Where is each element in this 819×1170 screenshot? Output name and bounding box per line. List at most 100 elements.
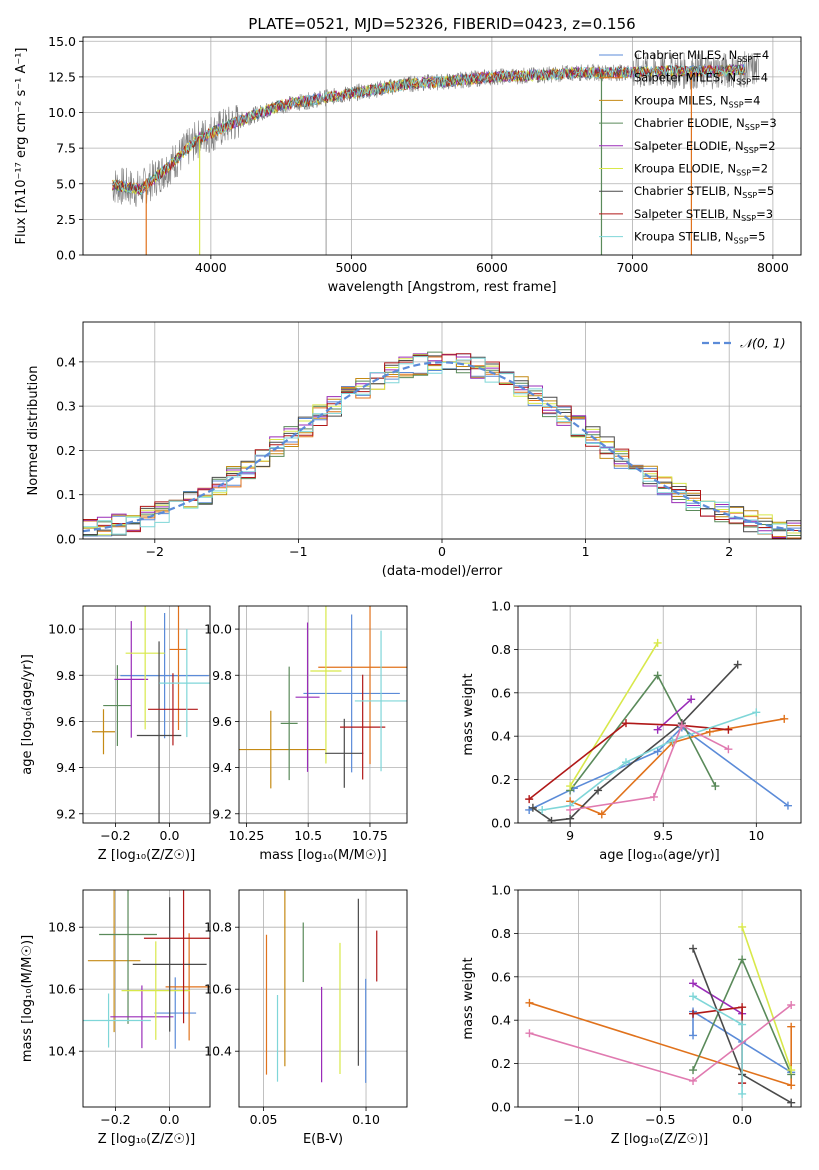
- legend-entry: Kroupa MILES, NSSP=4: [634, 93, 760, 109]
- y-tick-label: 0.2: [491, 1056, 511, 1071]
- y-tick-label: 0.4: [491, 1013, 511, 1028]
- axes-frame: [82, 605, 211, 824]
- weight-point-marker: [738, 922, 747, 931]
- y-tick-label: 10.6: [204, 982, 232, 997]
- weight-point-marker: [689, 1031, 698, 1040]
- x-tick-label: −1: [289, 544, 307, 559]
- weight-point-marker: [724, 745, 733, 754]
- plot-area: [91, 606, 210, 823]
- legend-entry: Chabrier MILES, NSSP=4: [634, 48, 769, 64]
- plot-area: [239, 606, 407, 789]
- plot-area: [525, 638, 792, 823]
- x-tick-label: 5000: [335, 260, 367, 275]
- legend-entry: Salpeter STELIB, NSSP=3: [634, 207, 773, 223]
- weight-point-marker: [566, 814, 575, 823]
- y-tick-label: 10.4: [48, 1044, 76, 1059]
- plot-area: [265, 890, 378, 1083]
- x-axis-label: mass [log₁₀(M/M☉)]: [259, 848, 386, 863]
- weight-series-line: [532, 664, 739, 822]
- x-tick-label: 10.5: [294, 828, 322, 843]
- weight-series-line: [692, 1010, 792, 1073]
- y-tick-label: 0.1: [56, 487, 76, 502]
- weight-series-line: [741, 926, 792, 1071]
- panel-residual-histogram: 𝒩(0, 1) −2 −1 0 1 2 0.0 0.1 0.2 0.3 0.4 (data-model…: [26, 321, 802, 579]
- axes-frame: [517, 605, 802, 824]
- x-tick-label: 0.0: [160, 1112, 180, 1127]
- weight-point-marker: [705, 727, 714, 736]
- x-axis-label: E(B-V): [303, 1132, 343, 1147]
- x-tick-label: 10.75: [352, 828, 388, 843]
- y-axis-label: mass weight: [461, 957, 476, 1039]
- x-axis-label: (data-model)/error: [382, 564, 503, 579]
- y-tick-label: 0.6: [491, 685, 511, 700]
- x-tick-label: 0.0: [732, 1112, 752, 1127]
- y-tick-label: 9.4: [212, 760, 232, 775]
- weight-series-line: [692, 982, 743, 1015]
- weight-point-marker: [597, 810, 606, 819]
- weight-point-marker: [787, 1066, 796, 1075]
- legend-entry: Chabrier ELODIE, NSSP=3: [634, 116, 777, 132]
- y-tick-label: 10.0: [48, 622, 76, 637]
- y-tick-label: 9.8: [56, 668, 76, 683]
- x-tick-label: −0.2: [100, 828, 130, 843]
- histogram-legend: 𝒩(0, 1): [702, 336, 786, 351]
- x-tick-label: −0.2: [100, 1112, 130, 1127]
- weight-point-marker: [689, 1076, 698, 1085]
- weight-point-marker: [689, 944, 698, 953]
- x-tick-label: 10.25: [229, 828, 265, 843]
- y-tick-label: 1.0: [491, 599, 511, 614]
- weight-point-marker: [752, 708, 761, 717]
- panel-spectrum: Chabrier MILES, NSSP=4 Salpeter MILES, NS…: [14, 34, 802, 295]
- plot-area: [83, 890, 210, 1049]
- weight-point-marker: [621, 758, 630, 767]
- x-tick-label: 0.10: [352, 1112, 380, 1127]
- weight-series-line: [528, 722, 729, 800]
- x-axis-label: Z [log₁₀(Z/Z☉)]: [98, 848, 195, 863]
- x-tick-label: 0.0: [160, 828, 180, 843]
- y-tick-label: 0.2: [491, 772, 511, 787]
- weight-point-marker: [653, 638, 662, 647]
- y-tick-label: 10.0: [48, 105, 76, 120]
- weight-point-marker: [689, 979, 698, 988]
- plot-area: [525, 922, 796, 1107]
- weight-point-marker: [738, 955, 747, 964]
- weight-series-line: [692, 995, 743, 1094]
- panel-mass-vs-age: 10.25 10.5 10.75 9.2 9.4 9.6 9.8 10.0 mass [log₁…: [204, 605, 408, 863]
- y-tick-label: 12.5: [48, 69, 76, 84]
- y-tick-label: 10.8: [204, 920, 232, 935]
- weight-point-marker: [689, 1066, 698, 1075]
- plot-area: [112, 37, 759, 255]
- y-tick-label: 7.5: [56, 141, 76, 156]
- weight-point-marker: [525, 795, 534, 804]
- y-tick-label: 9.4: [56, 760, 76, 775]
- x-tick-label: 9: [566, 828, 574, 843]
- legend-entry: Kroupa ELODIE, NSSP=2: [634, 162, 768, 178]
- y-tick-label: 1.0: [491, 883, 511, 898]
- weight-point-marker: [783, 801, 792, 810]
- y-tick-label: 9.6: [56, 714, 76, 729]
- weight-point-marker: [780, 714, 789, 723]
- x-tick-label: 0: [438, 544, 446, 559]
- weight-series-line: [569, 642, 659, 787]
- weight-point-marker: [787, 1001, 796, 1010]
- y-tick-label: 10.6: [48, 982, 76, 997]
- y-tick-label: 0.8: [491, 642, 511, 657]
- weight-series-line: [542, 711, 757, 811]
- y-tick-label: 0.3: [56, 399, 76, 414]
- axes-frame: [238, 889, 408, 1108]
- x-tick-label: 10: [748, 828, 764, 843]
- weight-point-marker: [594, 786, 603, 795]
- weight-point-marker: [525, 1029, 534, 1038]
- x-axis-label: wavelength [Angstrom, rest frame]: [328, 280, 557, 295]
- y-tick-label: 0.8: [491, 926, 511, 941]
- residual-histogram-line: [83, 353, 801, 539]
- weight-point-marker: [787, 1022, 796, 1031]
- weight-point-marker: [733, 660, 742, 669]
- weight-series-line: [692, 1006, 743, 1084]
- weight-point-marker: [787, 1098, 796, 1107]
- axes-frame: [82, 889, 211, 1108]
- x-tick-label: 9.5: [653, 828, 673, 843]
- weight-point-marker: [724, 725, 733, 734]
- y-tick-label: 9.8: [212, 668, 232, 683]
